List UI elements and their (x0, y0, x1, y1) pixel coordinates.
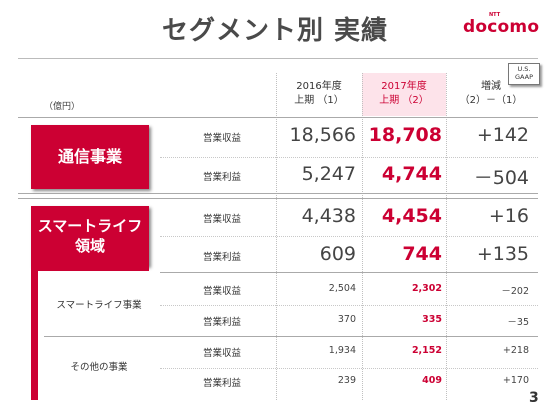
segment-smartlife-line1: スマートライフ (37, 217, 143, 235)
header-divider (18, 117, 538, 118)
item-label-profit: 営業利益 (202, 172, 241, 183)
segment-smartlife-line2: 領域 (74, 237, 105, 255)
gaap-badge-line1: U.S. (517, 65, 531, 73)
column-header-2017: 2017年度 上期 （2） (362, 80, 446, 108)
row-divider (160, 157, 538, 158)
value-2016: 1,934 (328, 345, 356, 356)
value-2016: 18,566 (289, 124, 356, 146)
top-divider (18, 58, 538, 59)
value-change: +142 (476, 124, 529, 146)
column-header-change: 増減 （2）－（1） (446, 80, 536, 108)
segment-telecom: 通信事業 (31, 125, 149, 189)
item-label-revenue: 営業収益 (202, 214, 241, 225)
section-divider (44, 336, 538, 337)
value-2016: 609 (319, 243, 356, 265)
row-divider (160, 368, 538, 369)
item-label-profit: 営業利益 (202, 378, 241, 389)
column-header-2016: 2016年度 上期 （1） (276, 80, 362, 108)
subsegment-smartlife-business: スマートライフ事業 (56, 300, 142, 311)
value-2017: 2,152 (411, 345, 442, 356)
value-2016: 2,504 (328, 283, 356, 294)
logo-ntt-text: NTT (489, 12, 501, 18)
value-2016: 239 (337, 375, 356, 386)
column-header-change-line2: （2）－（1） (459, 95, 523, 106)
value-change: +135 (476, 243, 529, 265)
value-2017: 409 (422, 375, 442, 386)
column-header-2017-line1: 2017年度 (381, 81, 427, 92)
smartlife-bracket (31, 266, 38, 400)
gaap-badge-line2: GAAP (514, 73, 534, 81)
smartlife-bracket-top (31, 266, 149, 271)
value-change: －202 (501, 286, 529, 297)
column-header-2016-line2: 上期 （1） (294, 95, 344, 106)
section-divider (160, 272, 538, 273)
page-number: 3 (529, 390, 539, 406)
value-2016: 4,438 (301, 205, 356, 227)
subsegment-other-business: その他の事業 (70, 362, 128, 373)
column-header-change-line1: 増減 (481, 81, 501, 92)
value-2017: 2,302 (411, 283, 442, 294)
value-2017: 335 (422, 314, 442, 325)
value-change: +218 (502, 345, 529, 356)
column-header-2016-line1: 2016年度 (296, 81, 342, 92)
value-2017: 18,708 (368, 124, 442, 146)
value-2016: 370 (337, 314, 356, 325)
item-label-revenue: 営業収益 (202, 133, 241, 144)
item-label-revenue: 営業収益 (202, 286, 241, 297)
value-2017: 744 (402, 243, 442, 265)
docomo-logo: NTT docomo (463, 12, 543, 38)
section-divider (18, 198, 538, 199)
highlight-column-header (362, 73, 446, 116)
segment-smartlife: スマートライフ 領域 (31, 206, 149, 266)
value-2016: 5,247 (301, 163, 356, 185)
slide-title: セグメント別 実績 (161, 16, 389, 46)
row-divider (160, 305, 538, 306)
row-divider (160, 236, 538, 237)
value-2017: 4,744 (381, 163, 442, 185)
value-change: －504 (473, 167, 529, 189)
value-change: +170 (502, 375, 529, 386)
section-divider (18, 193, 538, 194)
logo-wordmark: docomo (463, 17, 540, 37)
item-label-profit: 営業利益 (202, 252, 241, 263)
item-label-profit: 営業利益 (202, 317, 241, 328)
column-header-2017-line2: 上期 （2） (379, 95, 429, 106)
gaap-badge: U.S. GAAP (508, 63, 540, 85)
value-change: +16 (488, 205, 529, 227)
item-label-revenue: 営業収益 (202, 348, 241, 359)
unit-label: （億円） (44, 102, 81, 112)
value-change: －35 (507, 317, 529, 328)
value-2017: 4,454 (381, 205, 442, 227)
